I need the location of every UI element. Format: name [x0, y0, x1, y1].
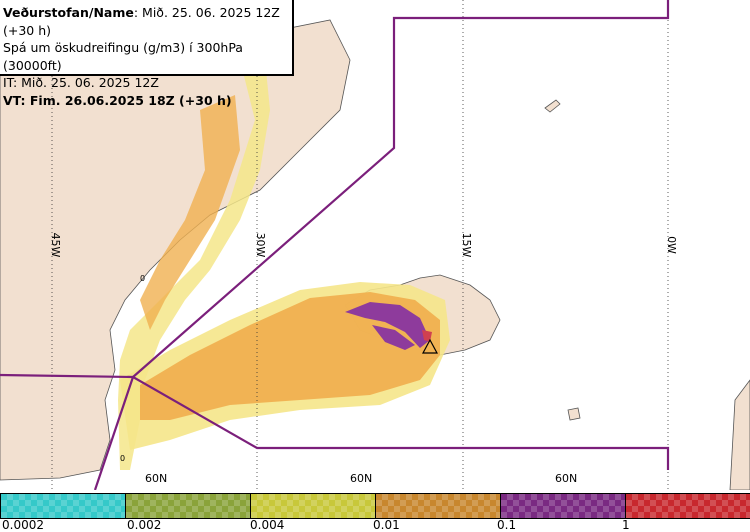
- jan-mayen-land: [544, 99, 561, 113]
- issue-time: : Mið. 25. 06. 2025 12Z (+30 h): [3, 5, 280, 38]
- issuer-name: Veðurstofan/Name: [3, 5, 134, 20]
- legend-color-swatch: [375, 493, 501, 519]
- legend-color-swatch: [625, 493, 750, 519]
- ash-plume-mid: [140, 292, 440, 420]
- legend-color-swatch: [250, 493, 376, 519]
- ash-plume-high-2: [372, 325, 415, 350]
- legend-tick-label: 0.004: [250, 518, 285, 532]
- legend-color-swatch: [125, 493, 251, 519]
- legend-bar: [0, 493, 750, 519]
- lon-label-15w: 15W: [460, 233, 473, 258]
- lon-label-30w: 30W: [254, 233, 267, 258]
- zero-label-2: 0: [120, 454, 125, 463]
- title-line-2: Spá um öskudreifingu (g/m3) í 300hPa (30…: [3, 40, 243, 73]
- legend-tick-label: 1: [622, 518, 630, 532]
- lon-label-45w: 45W: [49, 233, 62, 258]
- lat-label-60n-3: 60N: [555, 472, 577, 485]
- title-line-3: IT: Mið. 25. 06. 2025 12Z: [3, 75, 159, 90]
- legend-tick-label: 0.01: [373, 518, 400, 532]
- legend-tick-label: 0.0002: [2, 518, 44, 532]
- forecast-title-box: Veðurstofan/Name: Mið. 25. 06. 2025 12Z …: [0, 0, 294, 108]
- legend-color-swatch: [0, 493, 126, 519]
- ash-plume-greenland-mid: [140, 95, 240, 330]
- concentration-legend: 0.0002 0.002 0.004 0.01 0.1 1: [0, 490, 750, 532]
- faroe-land: [567, 407, 581, 421]
- ash-forecast-map: 45W 30W 15W 0W 60N 60N 60N 0 0: [0, 0, 750, 490]
- title-line-1: Veðurstofan/Name: Mið. 25. 06. 2025 12Z …: [3, 4, 292, 39]
- triangle-icon: [421, 338, 439, 354]
- lat-label-60n-2: 60N: [350, 472, 372, 485]
- ash-plume-max: [422, 330, 432, 342]
- legend-tick-label: 0.002: [127, 518, 162, 532]
- norway-land: [729, 379, 750, 490]
- legend-color-swatch: [500, 493, 626, 519]
- lon-label-0w: 0W: [665, 236, 678, 254]
- ash-plume-high: [345, 302, 430, 348]
- title-line-4: VT: Fim. 26.06.2025 18Z (+30 h): [3, 92, 232, 108]
- zero-label-1: 0: [140, 274, 145, 283]
- legend-tick-label: 0.1: [497, 518, 517, 532]
- lat-label-60n-1: 60N: [145, 472, 167, 485]
